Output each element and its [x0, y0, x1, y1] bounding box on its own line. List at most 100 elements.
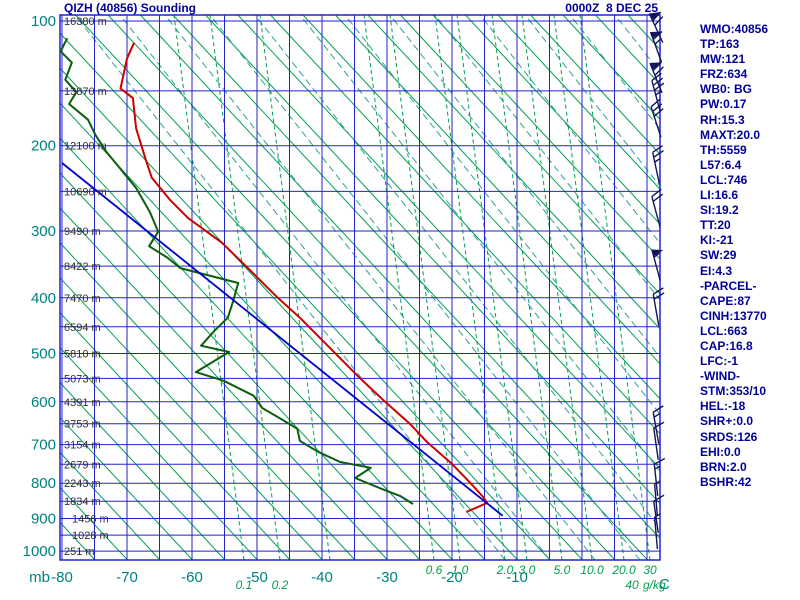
- height-label: 251 m: [64, 546, 95, 558]
- height-label: 9490 m: [64, 226, 101, 238]
- wind-barb-staff: [650, 106, 662, 138]
- stat-line: LI:16.6: [700, 188, 739, 203]
- temperature-trace: [119, 42, 489, 513]
- moist-adiabat-line: [569, 15, 660, 130]
- moist-adiabat-line: [434, 15, 660, 301]
- wind-barb-half-tick: [653, 413, 660, 418]
- stat-line: CINH:13770: [700, 308, 767, 323]
- pressure-tick-label: 100: [31, 13, 56, 30]
- height-label: 12100 m: [64, 141, 107, 153]
- dry-adiabat-line: [172, 15, 660, 540]
- pressure-axis-labels: 100 200 300 400 500 600 700 800 900 1000 mb: [23, 13, 56, 586]
- dry-adiabat-line: [60, 172, 421, 560]
- wind-barb-full-tick: [654, 66, 664, 76]
- wind-barb-full-tick: [653, 108, 664, 117]
- stat-line: STM:353/10: [700, 384, 767, 399]
- stat-line: SI:19.2: [700, 203, 739, 218]
- mixing-ratio-line: [259, 15, 331, 560]
- mixing-ratio-label: 40: [625, 578, 639, 592]
- stat-line: LFC:-1: [700, 354, 738, 369]
- mixing-ratio-line: [173, 15, 245, 560]
- height-label: 4391 m: [64, 397, 101, 409]
- wind-barb-half-tick: [654, 39, 661, 45]
- wind-barb: [651, 188, 664, 228]
- wind-barb-staff: [651, 196, 661, 228]
- wind-barb-staff: [652, 412, 660, 444]
- wind-barb-full-tick: [651, 188, 662, 198]
- dry-adiabat-line: [60, 451, 161, 560]
- stat-line: RH:15.3: [700, 112, 745, 127]
- stat-line: SRDS:126: [700, 429, 758, 444]
- mixing-ratio-label: 3.0: [519, 563, 536, 577]
- parcel-trace: [61, 162, 504, 517]
- isotherm-grid: [61, 15, 648, 560]
- dry-adiabat-line: [60, 207, 388, 560]
- temp-tick-label: -80: [51, 569, 73, 586]
- wind-barb-half-tick: [654, 480, 661, 485]
- dry-adiabat-line: [60, 277, 323, 560]
- temp-unit-label: C: [659, 576, 670, 593]
- height-label: 2679 m: [64, 459, 101, 471]
- height-label: 8422 m: [64, 261, 101, 273]
- height-label: 2243 m: [64, 478, 101, 490]
- mixing-ratio-label: 10.0: [580, 563, 604, 577]
- dry-adiabat-line: [60, 32, 551, 560]
- stat-line: L57:6.4: [700, 157, 742, 172]
- pressure-tick-label: 200: [31, 138, 56, 155]
- mixing-unit-label: g/kg: [643, 578, 666, 592]
- mixing-ratio-line: [553, 15, 625, 560]
- wind-barb-staff: [653, 516, 659, 550]
- wind-barb-full-tick: [650, 98, 661, 108]
- height-label: 3753 m: [64, 419, 101, 431]
- pressure-tick-label: 400: [31, 290, 56, 307]
- temp-tick-label: -20: [441, 569, 463, 586]
- wind-barb-staff: [652, 294, 660, 326]
- wind-barb-full-tick: [653, 421, 665, 429]
- height-label: 16380 m: [64, 16, 107, 28]
- mixing-ratio-label: 0.6: [426, 563, 443, 577]
- stat-line: KI:-21: [700, 233, 734, 248]
- wind-barb: [653, 457, 666, 496]
- wind-barb-full-tick: [654, 82, 665, 91]
- stat-line: MAXT:20.0: [700, 127, 761, 142]
- wind-barb: [651, 249, 664, 281]
- wind-barb: [653, 421, 665, 460]
- temp-tick-label: -70: [116, 569, 138, 586]
- temp-tick-label: -10: [506, 569, 528, 586]
- wind-barb-full-tick: [652, 11, 662, 22]
- wind-barb-half-tick: [654, 157, 661, 163]
- wind-barb: [648, 11, 664, 43]
- dry-adiabat-line: [60, 416, 193, 560]
- moist-adiabat-line: [479, 15, 660, 244]
- height-label: 6594 m: [64, 322, 101, 334]
- mixing-ratio-label: 5.0: [554, 563, 571, 577]
- dry-adiabat-line: [60, 312, 291, 560]
- wind-barb-flag: [651, 249, 664, 257]
- mixing-ratio-label: 0.2: [272, 578, 289, 592]
- moist-adiabat-line: [344, 15, 660, 416]
- wind-barb: [649, 30, 663, 63]
- stat-line: CAP:16.8: [700, 338, 753, 353]
- stats-panel: WMO:40856 TP:163 MW:121 FRZ:634 WB0: BG PW:0.…: [700, 22, 768, 490]
- wind-barb-full-tick: [652, 405, 664, 413]
- mixing-ratio-line: [389, 15, 461, 560]
- pressure-unit-label: mb: [29, 569, 50, 586]
- wind-barb: [652, 405, 664, 444]
- stat-line: SHR+:0.0: [700, 414, 754, 429]
- stat-line: FRZ:634: [700, 67, 748, 82]
- wind-barb-full-tick: [653, 494, 665, 502]
- wind-barb-full-tick: [651, 72, 662, 82]
- mixing-ratio-label: 1.0: [452, 563, 469, 577]
- height-label: 3154 m: [64, 440, 101, 452]
- mixing-ratio-line: [456, 15, 528, 560]
- height-label: 1834 m: [64, 496, 101, 508]
- mixing-ratio-labels: 0.1 0.2 0.6 1.0 2.0 3.0 5.0 10.0 20.0 30 40 g/kg: [236, 563, 666, 592]
- wind-barb-full-tick: [652, 30, 663, 41]
- height-label: 13870 m: [64, 86, 107, 98]
- dry-adiabat-line: [60, 242, 356, 560]
- pressure-tick-label: 500: [31, 346, 56, 363]
- moist-adiabat-line: [795, 15, 800, 560]
- wind-barb-full-tick: [652, 61, 663, 72]
- stat-line: PW:0.17: [700, 97, 747, 112]
- wind-barb: [651, 145, 664, 184]
